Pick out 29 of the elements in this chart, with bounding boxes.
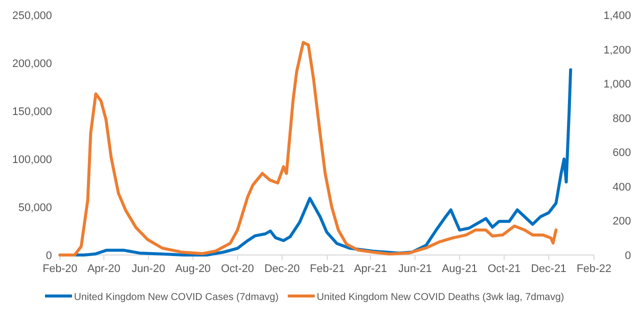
y-tick-label: 200,000 xyxy=(12,58,52,70)
x-tick-label: Feb-21 xyxy=(310,263,345,275)
x-tick-label: Apr-20 xyxy=(87,263,120,275)
y-tick-label: 150,000 xyxy=(12,106,52,118)
y2-tick-label: 200 xyxy=(612,216,631,228)
legend-label: United Kingdom New COVID Deaths (3wk lag, 7dmavg) xyxy=(316,292,564,303)
y-tick-label: 50,000 xyxy=(18,202,52,214)
y-tick-label: 100,000 xyxy=(12,154,52,166)
x-tick-label: Oct-21 xyxy=(488,263,521,275)
y-tick-label: 250,000 xyxy=(12,10,52,22)
y2-tick-label: 800 xyxy=(612,112,631,125)
y2-tick-label: 1,200 xyxy=(603,44,631,56)
y2-tick-label: 600 xyxy=(612,147,631,160)
x-tick-label: Oct-20 xyxy=(221,263,254,275)
x-tick-label: Dec-21 xyxy=(530,263,566,275)
x-tick-label: Feb-22 xyxy=(576,263,612,275)
x-tick-label: Aug-21 xyxy=(442,263,478,275)
x-tick-label: Apr-21 xyxy=(354,263,387,275)
x-tick-label: Dec-20 xyxy=(264,263,300,275)
x-tick-label: Feb-20 xyxy=(42,263,78,275)
y2-tick-label: 1,000 xyxy=(603,78,631,91)
x-tick-label: Jun-21 xyxy=(398,263,432,275)
y2-tick-label: 1,400 xyxy=(603,10,631,22)
y2-tick-label: 0 xyxy=(624,250,631,262)
legend-label: United Kingdom New COVID Cases (7dmavg) xyxy=(74,292,279,303)
y2-tick-label: 400 xyxy=(612,181,631,194)
x-tick-label: Jun-20 xyxy=(132,263,166,275)
y-tick-label: 0 xyxy=(46,250,52,262)
x-tick-label: Aug-20 xyxy=(175,263,211,275)
